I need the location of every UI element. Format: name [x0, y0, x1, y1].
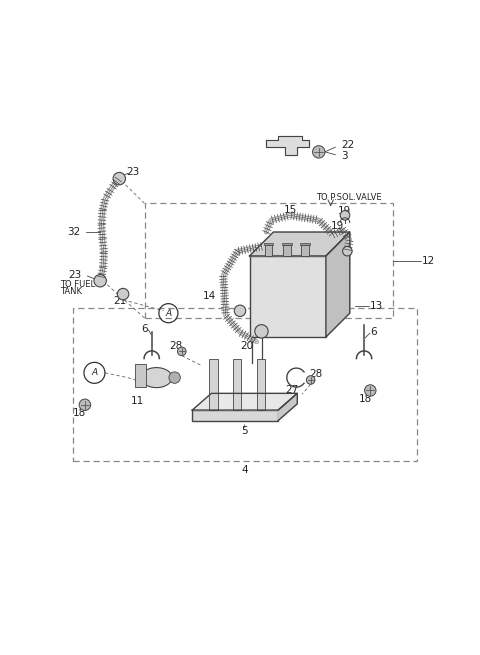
Polygon shape: [250, 232, 350, 256]
Circle shape: [255, 325, 268, 338]
Bar: [192, 410, 278, 421]
Text: 28: 28: [310, 369, 323, 379]
Ellipse shape: [141, 367, 172, 388]
FancyBboxPatch shape: [250, 256, 326, 337]
Bar: [265, 246, 273, 256]
Text: 19: 19: [337, 206, 351, 215]
Circle shape: [117, 288, 129, 300]
Text: 6: 6: [370, 328, 377, 337]
Text: 23: 23: [126, 168, 139, 178]
Text: 32: 32: [67, 227, 80, 237]
Circle shape: [178, 347, 186, 356]
Text: 12: 12: [422, 255, 435, 266]
Bar: [209, 358, 217, 410]
Bar: [135, 364, 145, 387]
Circle shape: [234, 305, 246, 316]
Circle shape: [340, 210, 350, 220]
Bar: [233, 358, 241, 410]
Text: A: A: [165, 309, 171, 318]
Polygon shape: [266, 136, 309, 155]
Circle shape: [306, 376, 315, 384]
Circle shape: [312, 145, 325, 158]
Circle shape: [79, 399, 91, 411]
Text: 23: 23: [68, 270, 82, 280]
Bar: [257, 358, 265, 410]
Polygon shape: [326, 232, 350, 337]
Text: 19: 19: [331, 221, 345, 231]
Bar: [283, 246, 290, 256]
Text: 14: 14: [203, 291, 216, 301]
Text: 27: 27: [285, 386, 298, 396]
Text: 6: 6: [141, 324, 148, 334]
Text: 21: 21: [113, 296, 126, 307]
Text: 18: 18: [72, 409, 86, 419]
Text: 5: 5: [241, 426, 248, 436]
Text: TO FUEL: TO FUEL: [60, 280, 95, 289]
Text: 20: 20: [240, 341, 254, 350]
Text: TO P.SOL.VALVE: TO P.SOL.VALVE: [316, 193, 382, 202]
Text: TANK: TANK: [60, 287, 82, 295]
Bar: [301, 246, 309, 256]
Circle shape: [364, 384, 376, 396]
Text: 4: 4: [241, 464, 248, 475]
Bar: [264, 242, 274, 246]
Polygon shape: [192, 394, 297, 410]
Text: 15: 15: [284, 204, 297, 215]
Bar: [73, 309, 417, 461]
Text: 3: 3: [341, 151, 348, 160]
Circle shape: [169, 372, 180, 383]
Text: 18: 18: [359, 394, 372, 404]
Bar: [144, 204, 393, 318]
Polygon shape: [278, 394, 297, 421]
Bar: [282, 242, 291, 246]
Circle shape: [343, 246, 352, 256]
Text: 22: 22: [341, 140, 354, 150]
Circle shape: [113, 172, 125, 185]
Text: A: A: [91, 368, 97, 377]
Text: 11: 11: [131, 396, 144, 407]
Text: 28: 28: [169, 341, 182, 350]
Circle shape: [94, 274, 107, 287]
Bar: [300, 242, 310, 246]
Text: 13: 13: [370, 301, 383, 310]
